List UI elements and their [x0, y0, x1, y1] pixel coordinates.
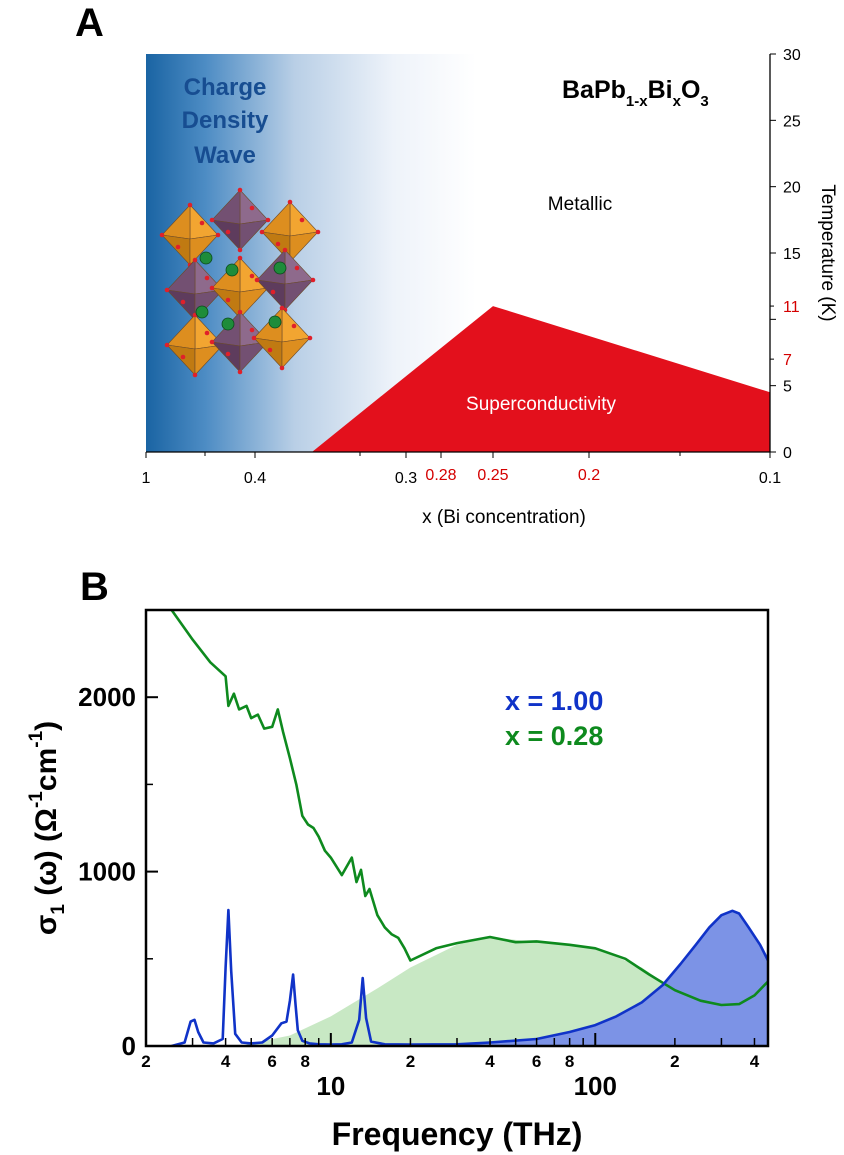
- ylabel-close: ): [30, 721, 63, 731]
- panel-b-ytick-label: 0: [122, 1031, 136, 1061]
- panel-a: 1 0.4 0.3 0.1 0.28 0.25 0.2 0 5 15 20 25 30 7 11 Charg…: [142, 47, 838, 528]
- panel-b-xminor-label: 4: [750, 1052, 760, 1071]
- panel-b-xminor-label: 2: [141, 1052, 150, 1071]
- panel-a-ytick-label: 15: [783, 246, 801, 263]
- panel-b-xminor-label: 4: [221, 1052, 231, 1071]
- ylabel-cm: cm: [30, 748, 63, 791]
- compound-formula: BaPb1-xBixO3: [562, 76, 709, 110]
- panel-a-ytick-label-red: 7: [783, 352, 792, 369]
- panel-a-xtick-label: 1: [142, 470, 151, 487]
- panel-a-ytick-label: 20: [783, 180, 801, 197]
- x028-fill-area: [246, 937, 675, 1046]
- ba-atom-icon: [221, 317, 235, 331]
- panel-a-ticks: 1 0.4 0.3 0.1 0.28 0.25 0.2 0 5 15 20 25 30 7 11: [142, 47, 801, 487]
- panel-a-x-label: x (Bi concentration): [422, 507, 586, 528]
- x028-series-line: [170, 610, 768, 1007]
- panel-a-ytick-label: 30: [783, 47, 801, 64]
- cdw-label-line-1: Charge: [184, 74, 267, 101]
- ylabel-omega-ohm: (ω) (Ω: [30, 808, 63, 904]
- ylabel-sigma: σ: [30, 915, 63, 936]
- panel-b-ticks: 10 100 2 4 6 8 2 4 6 8 2 4 0 1000 2000: [78, 682, 760, 1101]
- octahedron-icon: [164, 312, 226, 378]
- formula-sub-2: x: [673, 93, 682, 110]
- superconductivity-region: [312, 306, 770, 452]
- panel-b-xminor-label: 6: [267, 1052, 276, 1071]
- legend-x028: x = 0.28: [505, 721, 603, 751]
- cdw-label-line-2: Density: [182, 107, 269, 134]
- formula-sub-3: 3: [700, 93, 708, 110]
- formula-sub-1: 1-x: [626, 93, 648, 110]
- x100-fill-area: [457, 910, 768, 1046]
- cdw-label-line-3: Wave: [194, 142, 256, 169]
- panel-b-xminor-label: 4: [485, 1052, 495, 1071]
- ba-atom-icon: [195, 305, 209, 319]
- panel-b-letter: B: [80, 565, 109, 609]
- octahedron-icon: [259, 199, 321, 265]
- panel-b-xminor-label: 8: [300, 1052, 309, 1071]
- ylabel-sup-cm: -1: [26, 730, 47, 747]
- panel-a-xtick-label-red: 0.25: [477, 467, 508, 484]
- panel-b-ytick-label: 1000: [78, 857, 136, 887]
- metallic-label: Metallic: [548, 194, 612, 215]
- ba-atom-icon: [273, 261, 287, 275]
- panel-a-ytick-label: 0: [783, 445, 792, 462]
- panel-a-xtick-label-red: 0.28: [425, 467, 456, 484]
- formula-base: BaPb: [562, 76, 626, 104]
- panel-b-x-label: Frequency (THz): [332, 1116, 583, 1152]
- perovskite-crystal-icon: [159, 187, 321, 378]
- ylabel-sub-1: 1: [48, 904, 69, 915]
- panel-b-y-label: σ1 (ω) (Ω-1cm-1): [26, 721, 69, 935]
- panel-a-ytick-label: 25: [783, 113, 801, 130]
- formula-end: O: [681, 76, 700, 104]
- panel-a-xtick-label: 0.3: [395, 470, 417, 487]
- panel-b-xminor-label: 2: [406, 1052, 415, 1071]
- legend-x100: x = 1.00: [505, 686, 603, 716]
- panel-b-xmajor-label: 100: [574, 1071, 617, 1101]
- superconductivity-label: Superconductivity: [466, 394, 616, 415]
- octahedron-icon: [209, 187, 271, 253]
- panel-b-xminor-label: 8: [565, 1052, 574, 1071]
- panel-b: 10 100 2 4 6 8 2 4 6 8 2 4 0 1000 2000 x = 1.00 x = 0.…: [26, 608, 770, 1152]
- octahedron-icon: [159, 202, 221, 268]
- formula-mid: Bi: [648, 76, 673, 104]
- panel-a-xtick-label: 0.4: [244, 470, 266, 487]
- panel-a-y-label: Temperature (K): [817, 184, 838, 321]
- panel-b-xminor-label: 2: [670, 1052, 679, 1071]
- panel-a-ytick-label: 5: [783, 379, 792, 396]
- ylabel-sup-ohm: -1: [26, 791, 47, 808]
- panel-b-xmajor-label: 10: [316, 1071, 345, 1101]
- panel-a-xtick-label: 0.1: [759, 470, 781, 487]
- panel-a-letter: A: [75, 1, 104, 45]
- panel-b-xminor-label: 6: [532, 1052, 541, 1071]
- ba-atom-icon: [225, 263, 239, 277]
- ba-atom-icon: [268, 315, 282, 329]
- panel-a-xtick-label-red: 0.2: [578, 467, 600, 484]
- ba-atom-icon: [199, 251, 213, 265]
- panel-a-ytick-label-red: 11: [783, 299, 800, 316]
- panel-b-ytick-label: 2000: [78, 682, 136, 712]
